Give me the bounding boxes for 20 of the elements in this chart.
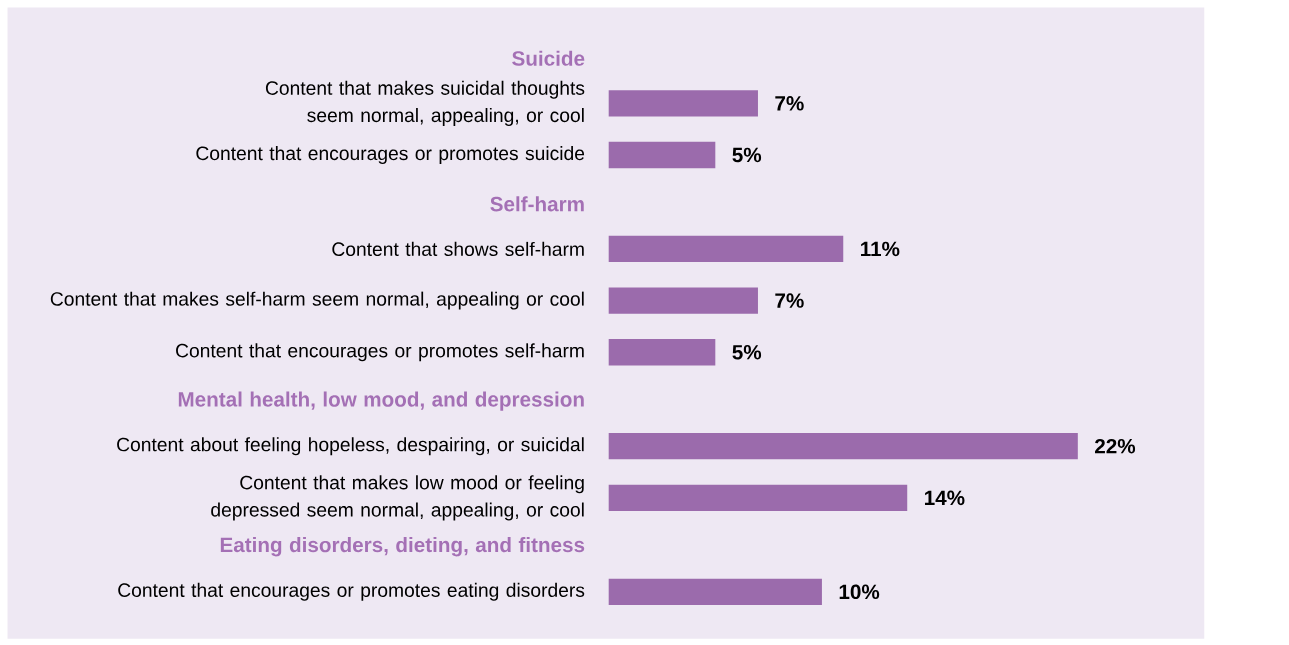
data-label: 11%	[861, 241, 900, 257]
data-label: 7%	[775, 293, 804, 308]
data-label: 7%	[775, 95, 804, 111]
y-tick-label: Content that encourages or promotes suicide	[196, 145, 585, 164]
y-tick-label: Content that makes suicidal thoughts seem normal, appealing, or cool	[265, 80, 585, 126]
data-label: 10%	[839, 584, 880, 599]
y-tick-label: Mental health, low mood, and depression	[178, 391, 584, 411]
y-tick-label: Eating disorders, dieting, and fitness	[220, 536, 585, 557]
y-tick-label: Content that makes self-harm seem normal, appealing or cool	[50, 291, 584, 310]
y-tick-label: Content that shows self-harm	[332, 241, 584, 256]
y-tick-label: Suicide	[512, 50, 585, 66]
data-label: 14%	[924, 490, 965, 505]
y-tick-label: Self-harm	[490, 196, 584, 212]
y-tick-label: Content that encourages or promotes self-harm	[176, 343, 584, 362]
y-tick-label: Content that makes low mood or feeling depressed seem normal, appealing, or cool	[211, 475, 584, 521]
data-label: 5%	[732, 344, 762, 360]
data-label: 22%	[1095, 438, 1136, 454]
y-tick-label: Content about feeling hopeless, despairing, or suicidal	[117, 437, 584, 456]
y-tick-label: Content that encourages or promotes eating disorders	[118, 582, 585, 601]
data-label: 5%	[732, 147, 762, 163]
